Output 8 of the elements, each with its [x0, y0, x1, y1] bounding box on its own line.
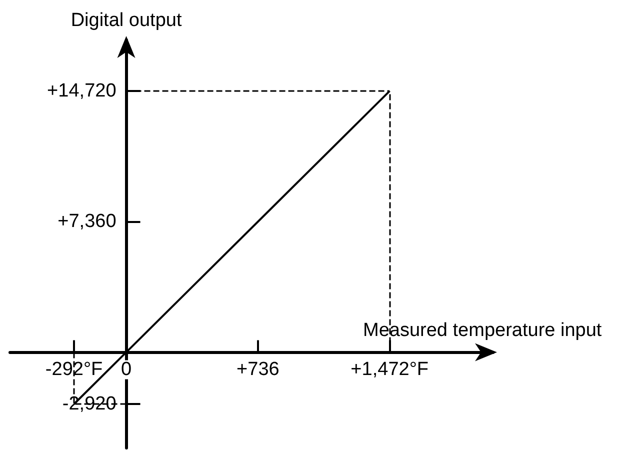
x-tick-label: +1,472°F: [350, 359, 429, 380]
x-tick-label: -292°F: [45, 359, 103, 380]
y-tick-label: +14,720: [47, 80, 116, 102]
x-tick-label: +736: [236, 359, 280, 380]
x-axis-title: Measured temperature input: [363, 320, 602, 342]
x-tick-label: 0: [120, 359, 132, 380]
y-axis-title: Digital output: [70, 10, 182, 31]
y-tick-label: +7,360: [58, 211, 116, 232]
